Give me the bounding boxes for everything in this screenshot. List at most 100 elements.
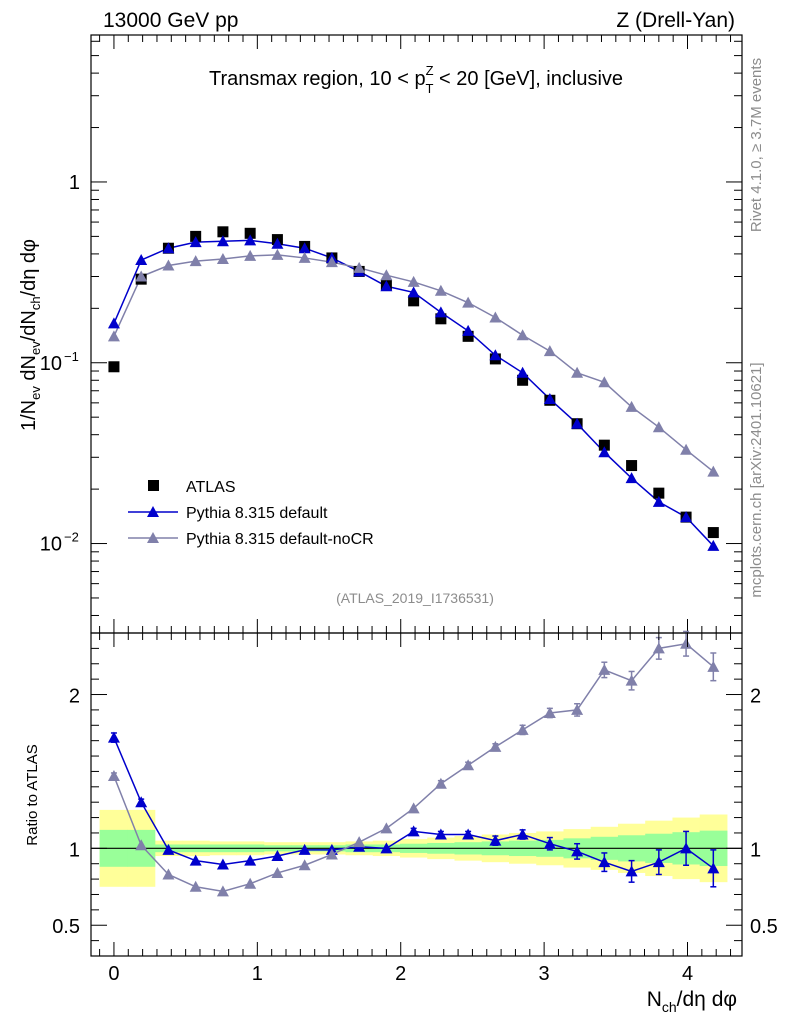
ratio-point-0: [162, 843, 175, 855]
ratio-y-tick-label: 1: [69, 839, 80, 861]
ratio-point-1: [680, 637, 693, 649]
plot-title: Transmax region, 10 < pZ T < 20 [GeV], in…: [209, 63, 623, 96]
mc-point-1: [652, 495, 665, 507]
x-tick-label: 0: [108, 963, 119, 985]
x-tick-label: 3: [539, 963, 550, 985]
mc-point-1: [271, 237, 284, 249]
main-y-tick-exponent: −2: [64, 530, 79, 545]
main-panel: 110−110−2 Transmax region, 10 < pZ T < 20…: [18, 34, 743, 634]
main-axis-ticks: [91, 35, 742, 633]
mc-point-2: [380, 269, 393, 281]
ratio-y-axis-label: Ratio to ATLAS: [24, 744, 41, 845]
mc-point-2: [625, 400, 638, 412]
mc-point-1: [462, 324, 475, 336]
ratio-point-1: [707, 660, 720, 672]
main-frame: [90, 34, 743, 634]
ylabel-sub-ch: ch: [28, 296, 43, 310]
mc-point-2: [489, 311, 502, 323]
mc-point-1: [216, 235, 229, 247]
atlas-data-point: [626, 460, 638, 472]
main-series: [107, 226, 720, 551]
main-y-tick-label: 10: [40, 353, 62, 375]
legend-default-label: Pythia 8.315 default: [186, 505, 328, 522]
ratio-point-0: [189, 854, 202, 866]
ratio-point-1: [571, 703, 584, 715]
main-y-axis-label: 1/Nev dNev/dNch/dη dφ: [18, 239, 43, 431]
ratio-axis-ticks: [91, 633, 742, 956]
xlabel-sub-ch: ch: [662, 999, 677, 1015]
mc-point-1: [434, 306, 447, 318]
ratio-y-tick-label-right: 2: [750, 686, 761, 708]
mc-point-1: [189, 236, 202, 248]
x-tick-label: 1: [252, 963, 263, 985]
mc-point-1: [107, 317, 120, 329]
main-y-tick-label: 1: [69, 172, 80, 194]
mc-point-1: [625, 472, 638, 484]
mcplots-label: mcplots.cern.ch [arXiv:2401.10621]: [748, 362, 765, 597]
ratio-point-0: [543, 837, 556, 849]
mc-point-2: [189, 255, 202, 267]
mc-point-1: [162, 242, 175, 254]
main-y-tick-labels: 110−110−2: [40, 172, 80, 556]
ratio-point-1: [325, 848, 338, 860]
ratio-point-0: [598, 856, 611, 868]
ratio-point-1: [434, 777, 447, 789]
title-part-1: Transmax region, 10 < p: [209, 68, 426, 90]
main-y-tick-label: 10: [40, 534, 62, 556]
atlas-data-point: [217, 226, 229, 238]
ratio-point-1: [516, 723, 529, 735]
mc-point-2: [325, 256, 338, 268]
mc-point-1: [571, 417, 584, 429]
ratio-point-0: [380, 842, 393, 854]
legend-atlas-marker: [148, 480, 159, 491]
analysis-watermark: (ATLAS_2019_I1736531): [336, 590, 494, 606]
ratio-point-1: [625, 674, 638, 686]
atlas-data-point: [408, 295, 420, 307]
ratio-y-tick-label-right: 0.5: [750, 916, 778, 938]
atlas-data-point: [517, 374, 529, 386]
ylabel-b: dN: [18, 355, 40, 386]
mc-point-2: [516, 329, 529, 341]
ratio-panel: 0.5 0.5 1 1 2 2 0 1 2 3 4 Ratio to ATLAS Nch/dη d…: [24, 630, 778, 1015]
ratio-frame: [90, 632, 743, 957]
ratio-point-1: [189, 880, 202, 892]
ratio-point-0: [516, 828, 529, 840]
ratio-y-tick-label: 0.5: [52, 916, 80, 938]
mc-point-2: [434, 284, 447, 296]
ratio-y-tick-label: 2: [69, 686, 80, 708]
mc-point-1: [680, 511, 693, 523]
mc-point-1: [407, 286, 420, 298]
mc-point-2: [244, 249, 257, 261]
ratio-series: [107, 630, 720, 897]
title-sub-t: T: [426, 81, 434, 96]
atlas-data-point: [435, 313, 447, 325]
ratio-point-0: [107, 731, 120, 743]
ratio-point-0: [680, 842, 693, 854]
ylabel-sub-ev1: ev: [28, 386, 43, 400]
ratio-point-0: [652, 856, 665, 868]
mc-point-2: [598, 376, 611, 388]
ratio-point-1: [244, 877, 257, 889]
ratio-point-1: [107, 770, 120, 782]
legend-default-marker: [147, 506, 159, 517]
mc-point-1: [244, 234, 257, 246]
ylabel-a: 1/N: [18, 400, 40, 431]
ratio-point-0: [407, 825, 420, 837]
ratio-point-1: [407, 802, 420, 814]
atlas-data-point: [707, 527, 719, 539]
mc-point-1: [598, 446, 611, 458]
mc-point-2: [707, 465, 720, 477]
ratio-point-1: [652, 642, 665, 654]
mc-point-2: [652, 421, 665, 433]
atlas-data-point: [462, 330, 474, 342]
ratio-point-0: [571, 845, 584, 857]
mc-point-2: [107, 330, 120, 342]
ylabel-d: /dη dφ: [18, 239, 40, 296]
ratio-point-1: [298, 859, 311, 871]
ratio-point-1: [271, 866, 284, 878]
mc-point-1: [707, 539, 720, 551]
ratio-point-0: [489, 834, 502, 846]
ratio-point-0: [244, 854, 257, 866]
ratio-point-1: [216, 885, 229, 897]
